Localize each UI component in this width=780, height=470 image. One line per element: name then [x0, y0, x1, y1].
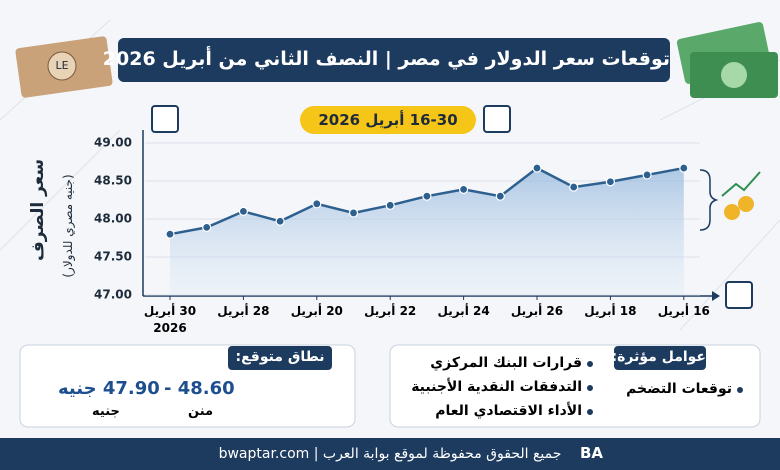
y-label: سعر الصرف — [28, 158, 48, 262]
x-tick-label: 30 أبريل 2026 — [143, 304, 197, 335]
title-banner — [118, 38, 670, 82]
point — [165, 229, 175, 239]
x-tick-label: 24 أبريل — [437, 304, 490, 318]
x-tick-label: 28 أبريل — [217, 304, 270, 318]
bullets — [587, 361, 743, 415]
period: 16-30 أبريل 2026 — [318, 111, 458, 129]
factors-title-box — [614, 346, 706, 370]
range-title: نطاق متوقع: — [235, 349, 325, 365]
point — [605, 177, 616, 187]
range-low-note: جنيه — [92, 404, 120, 419]
x-tick-label: 20 أبريل — [290, 304, 343, 318]
y-tick-label: 47.00 — [94, 288, 132, 302]
point — [679, 163, 689, 173]
factors-title: عوامل مؤثرة: — [611, 349, 706, 365]
factor-item: التدفقات النقدية الأجنبية — [411, 379, 582, 395]
calendar-icons — [151, 105, 753, 309]
point — [238, 206, 248, 216]
growth-icon — [721, 171, 761, 220]
x-axis-arrow — [712, 291, 720, 301]
footer-logo: BA — [580, 444, 604, 462]
x-tick-label: 22 أبريل — [364, 304, 417, 318]
point — [569, 182, 579, 192]
bracket — [699, 169, 719, 231]
point — [422, 191, 432, 201]
footer-text: bwaptar.com | جميع الحقوق محفوظة لموقع ب… — [218, 446, 562, 462]
y-tick-label: 47.50 — [94, 250, 132, 264]
factor-item: توقعات التضخم — [626, 381, 732, 397]
area — [170, 168, 684, 295]
y-tick-label: 48.50 — [94, 174, 132, 188]
range-high-note: منن — [188, 404, 214, 419]
point — [495, 191, 505, 201]
x-tick-label: 18 أبريل — [584, 304, 637, 318]
title: توقعات سعر الدولار في مصر | النصف الثاني… — [102, 48, 670, 70]
period-pill — [300, 106, 476, 134]
range-title-box — [228, 346, 332, 370]
x-tick-label: 16 أبريل — [657, 304, 710, 318]
point — [385, 200, 395, 210]
footer-bar — [0, 438, 780, 470]
point — [459, 184, 469, 194]
point — [348, 208, 359, 218]
factor-item: الأداء الاقتصادي العام — [435, 403, 582, 419]
range-low: 47.90 جنيه — [58, 378, 160, 399]
x-tick-label: 26 أبريل — [510, 304, 564, 318]
money-left: LE — [15, 36, 113, 98]
factor-item: قرارات البنك المركزي — [430, 355, 582, 371]
point — [202, 222, 212, 232]
point — [642, 170, 652, 180]
svg-text:LE: LE — [55, 59, 68, 72]
y-sublabel: (جنيه مصري للدولار) — [61, 174, 75, 278]
point — [275, 216, 285, 226]
money-right — [676, 22, 778, 98]
point — [532, 163, 542, 173]
range-high: 48.60 - — [164, 378, 235, 399]
y-tick-label: 48.00 — [94, 212, 132, 226]
y-tick-label: 49.00 — [94, 136, 132, 150]
point — [312, 199, 322, 209]
